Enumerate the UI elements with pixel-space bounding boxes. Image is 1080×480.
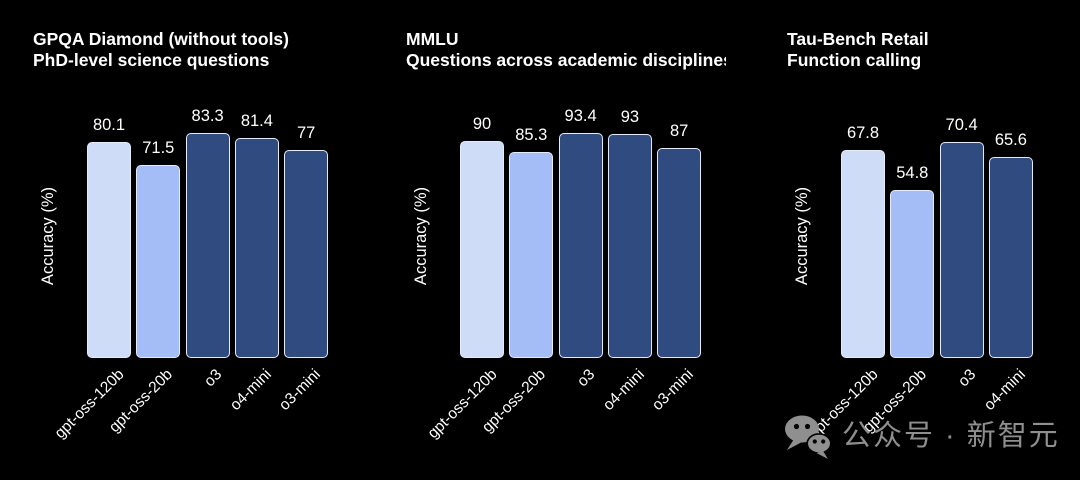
chart-title: MMLU <box>406 29 459 49</box>
bar <box>284 150 329 358</box>
bar <box>136 164 181 358</box>
watermark: 公众号 · 新智元 <box>783 410 1060 462</box>
bar-value-label: 93.4 <box>564 106 597 125</box>
bar-value-label: 93 <box>620 107 640 126</box>
bar <box>988 156 1033 358</box>
chart-subtitle: PhD-level science questions <box>33 50 270 70</box>
x-tick-label: o3-mini <box>276 366 325 414</box>
bar-value-label: 65.6 <box>994 130 1027 149</box>
plot-area: 90 gpt-oss-120b 85.3 gpt-oss-20b 93.4 o3 93 o4-… <box>373 0 746 480</box>
bar <box>939 142 984 358</box>
bar <box>558 132 603 358</box>
x-tick-label: o4-mini <box>226 366 275 414</box>
bar <box>185 133 230 358</box>
bar-value-label: 70.4 <box>945 116 978 134</box>
bar <box>460 141 504 358</box>
chart-title-block: Tau-Bench Retail Function calling <box>787 29 1080 71</box>
bar-value-label: 67.8 <box>846 123 880 142</box>
bar-value-label: 90 <box>472 115 492 134</box>
bar-value-label: 71.5 <box>142 138 175 157</box>
bar-value-label: 85.3 <box>515 126 548 145</box>
chart-panel-mmlu: MMLU Questions across academic disciplin… <box>373 0 746 480</box>
wechat-icon <box>785 415 832 459</box>
chart-subtitle: Function calling <box>787 50 922 70</box>
chart-panel-tau-bench-retail: Tau-Bench Retail Function calling Accura… <box>754 0 1080 480</box>
chart-title-block: GPQA Diamond (without tools) PhD-level s… <box>33 29 353 71</box>
bar <box>841 149 885 358</box>
watermark-text: 公众号 · 新智元 <box>842 420 1060 452</box>
x-tick-label: o4-mini <box>599 366 648 414</box>
plot-area: 67.8 gpt-oss-120b 54.8 gpt-oss-20b 70.4 o3 65.… <box>754 0 1080 480</box>
x-tick-label: o3-mini <box>649 366 698 414</box>
x-tick-label: o3 <box>201 366 226 391</box>
chart-title: GPQA Diamond (without tools) <box>33 29 289 49</box>
bar <box>234 138 279 358</box>
bar-value-label: 87 <box>670 122 689 141</box>
x-tick-label: o4-mini <box>980 366 1029 414</box>
chart-title: Tau-Bench Retail <box>787 29 929 49</box>
bar <box>890 189 935 358</box>
chart-panel-gpqa-diamond: GPQA Diamond (without tools) PhD-level s… <box>0 0 373 480</box>
bar <box>87 141 131 358</box>
plot-area: 80.1 gpt-oss-120b 71.5 gpt-oss-20b 83.3 o3 81.… <box>0 0 373 480</box>
bar-value-label: 83.3 <box>191 107 224 126</box>
bar <box>607 133 652 358</box>
x-tick-label: o3 <box>574 366 599 391</box>
x-tick-label: o3 <box>955 366 980 391</box>
chart-title-block: MMLU Questions across academic disciplin… <box>406 29 726 71</box>
bar <box>509 152 554 358</box>
bar-value-label: 77 <box>297 124 316 143</box>
bar-value-label: 81.4 <box>240 112 273 131</box>
bar-value-label: 80.1 <box>92 115 126 134</box>
bar-value-label: 54.8 <box>896 163 929 182</box>
chart-subtitle: Questions across academic disciplines <box>406 50 726 70</box>
bar <box>657 148 702 358</box>
